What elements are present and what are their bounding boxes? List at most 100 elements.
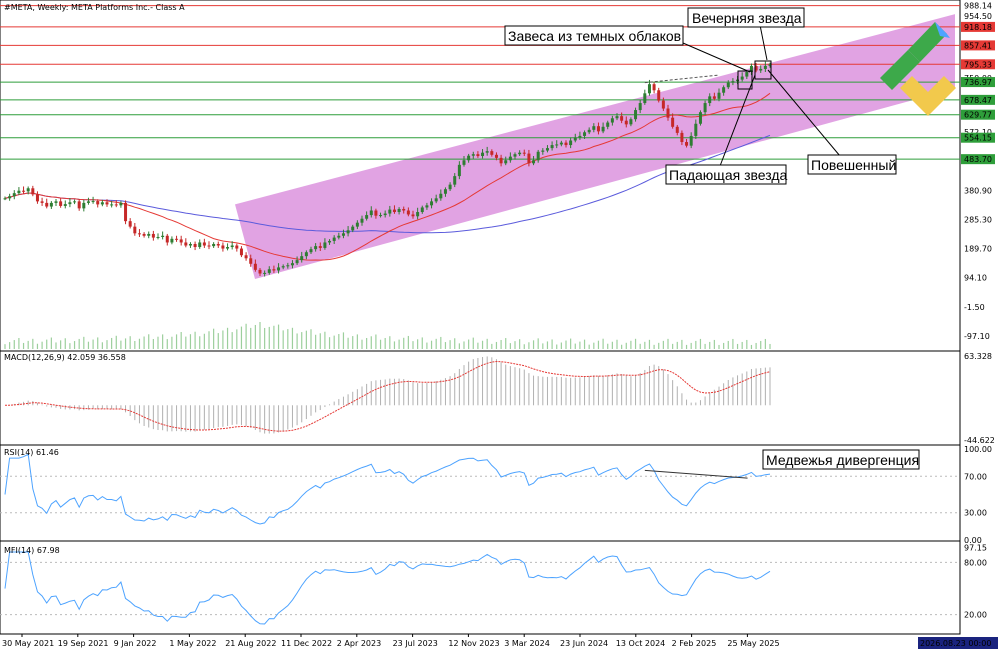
- candle-body: [137, 233, 141, 235]
- candle-body: [425, 205, 429, 208]
- rsi-panel: [0, 453, 960, 525]
- candle-body: [564, 142, 568, 146]
- candle-body: [606, 122, 610, 127]
- candle-body: [652, 84, 656, 91]
- candle-body: [151, 233, 155, 238]
- candle-body: [277, 267, 281, 271]
- candle-body: [485, 151, 489, 153]
- candle-body: [379, 215, 383, 217]
- candle-body: [383, 213, 387, 216]
- candle-body: [629, 119, 633, 125]
- candle-body: [420, 207, 424, 213]
- candle-body: [578, 135, 582, 138]
- candle-body: [170, 238, 174, 243]
- x-tick-label: 2 Feb 2025: [672, 639, 717, 648]
- level-badge-label: 678.47: [964, 96, 992, 105]
- candle-body: [694, 123, 698, 136]
- candle-body: [12, 193, 16, 197]
- mfi-line: [4, 551, 771, 625]
- candle-body: [253, 263, 257, 270]
- candle-body: [114, 204, 118, 206]
- candle-body: [337, 235, 341, 238]
- candle-body: [620, 116, 624, 121]
- mfi-label: MFI(14) 67.98: [4, 546, 60, 555]
- x-tick-label: 30 May 2021: [2, 639, 54, 648]
- candle-body: [188, 243, 192, 246]
- candle-body: [295, 260, 299, 264]
- candle-body: [610, 118, 614, 123]
- candle-body: [388, 209, 392, 214]
- candle-body: [680, 132, 684, 143]
- candle-body: [462, 160, 466, 165]
- candle-body: [671, 117, 675, 127]
- candle-body: [708, 96, 712, 104]
- candle-body: [689, 135, 693, 146]
- candle-body: [592, 126, 596, 130]
- candle-body: [40, 201, 44, 203]
- rsi-tick-label: 30.00: [964, 509, 987, 518]
- candle-body: [35, 194, 39, 202]
- candle-body: [239, 248, 243, 256]
- candle-body: [657, 90, 661, 101]
- candle-body: [411, 214, 415, 217]
- x-tick-label: 1 May 2022: [169, 639, 216, 648]
- candle-body: [615, 116, 619, 119]
- candle-body: [573, 137, 577, 141]
- candle-body: [309, 249, 313, 253]
- candle-body: [439, 193, 443, 199]
- candle-body: [555, 144, 559, 146]
- x-tick-label: 9 Jan 2022: [114, 639, 157, 648]
- candle-body: [290, 263, 294, 266]
- candle-body: [3, 198, 7, 200]
- candle-body: [768, 64, 772, 66]
- candle-body: [587, 129, 591, 133]
- candle-body: [666, 108, 670, 118]
- price-tick-label: 954.50: [964, 12, 992, 21]
- candle-body: [749, 65, 753, 73]
- candle-body: [179, 239, 183, 243]
- ma-blue-line: [4, 134, 771, 234]
- level-badge-label: 795.33: [964, 60, 992, 69]
- rsi-tick-label: 100.00: [964, 445, 992, 454]
- level-label: 988.14: [964, 2, 992, 11]
- mfi-tick-label: 20.00: [964, 611, 987, 620]
- annotation-bearish-divergence: Медвежья дивергенция: [766, 452, 919, 468]
- candle-body: [624, 120, 628, 125]
- macd-tick-label: -44.622: [964, 436, 995, 445]
- candle-body: [346, 230, 350, 234]
- candle-body: [518, 152, 522, 155]
- candle-body: [513, 154, 517, 157]
- candle-body: [263, 272, 267, 274]
- candle-body: [86, 201, 90, 203]
- candle-body: [198, 242, 202, 248]
- candle-body: [165, 235, 169, 243]
- candle-body: [675, 126, 679, 133]
- candle-body: [722, 87, 726, 93]
- price-tick-label: 380.90: [964, 186, 992, 195]
- candle-body: [457, 164, 461, 177]
- candle-body: [91, 201, 95, 203]
- candle-body: [745, 72, 749, 77]
- candle-body: [355, 222, 359, 227]
- price-tick-label: -1.50: [964, 303, 985, 312]
- candle-body: [45, 202, 49, 207]
- rsi-label: RSI(14) 61.46: [4, 448, 59, 457]
- candle-body: [59, 201, 63, 206]
- level-badge-label: 857.41: [964, 41, 992, 50]
- macd-signal-line: [4, 360, 771, 432]
- candle-body: [230, 245, 234, 248]
- candle-body: [119, 202, 123, 206]
- candle-body: [522, 152, 526, 154]
- candle-body: [96, 201, 100, 205]
- candle-body: [402, 208, 406, 211]
- mfi-panel: [0, 551, 960, 625]
- level-badge-label: 629.77: [964, 111, 992, 120]
- candle-body: [73, 201, 77, 203]
- candle-body: [471, 154, 475, 156]
- candle-body: [100, 202, 104, 205]
- candle-body: [110, 204, 114, 206]
- candle-body: [763, 65, 767, 69]
- candle-body: [726, 82, 730, 88]
